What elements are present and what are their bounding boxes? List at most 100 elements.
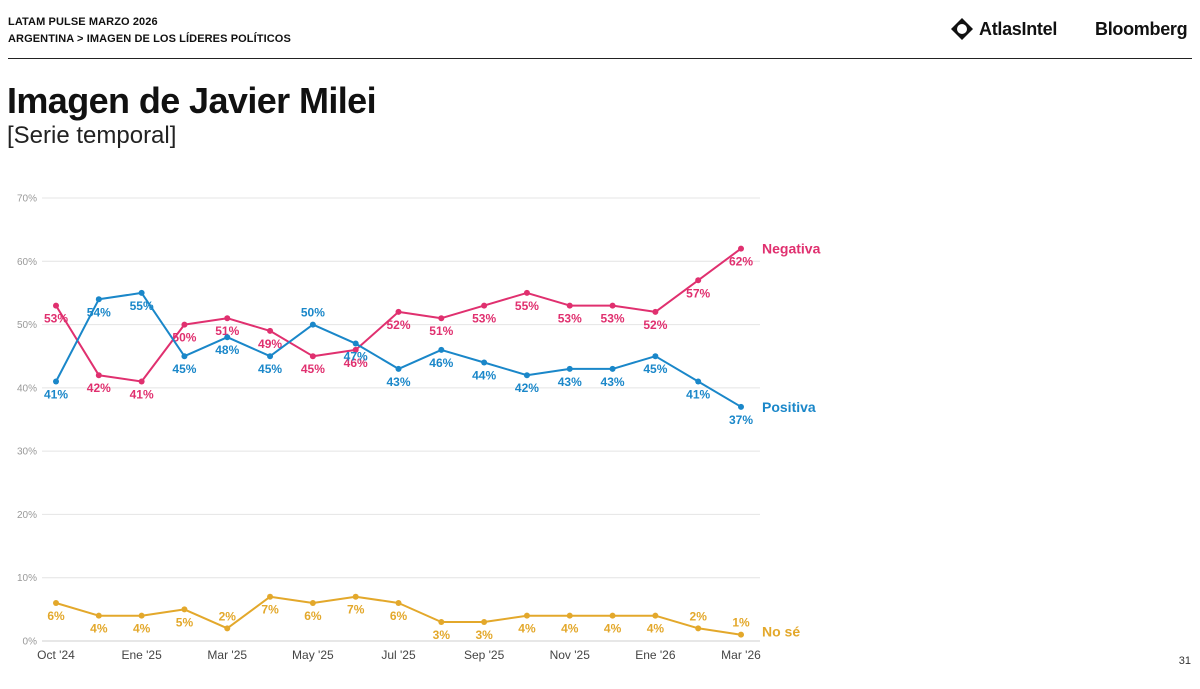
data-label-negativa: 41%: [130, 388, 154, 402]
data-label-nose: 7%: [347, 603, 365, 617]
atlasintel-diamond-icon: [951, 18, 973, 40]
data-label-positiva: 41%: [686, 388, 710, 402]
x-tick-label: Sep '25: [464, 648, 505, 662]
data-point-negativa: [695, 277, 702, 284]
data-label-negativa: 45%: [301, 362, 325, 376]
data-point-nose: [352, 593, 359, 600]
data-label-positiva: 45%: [258, 362, 282, 376]
data-point-negativa: [738, 245, 744, 252]
y-tick-label: 10%: [17, 573, 37, 584]
data-point-nose: [652, 612, 659, 619]
data-point-positiva: [352, 340, 359, 347]
data-point-negativa: [224, 315, 231, 322]
data-label-positiva: 43%: [386, 375, 410, 389]
data-point-nose: [267, 593, 274, 600]
y-tick-label: 50%: [17, 320, 37, 331]
data-label-negativa: 42%: [87, 381, 111, 395]
data-label-negativa: 53%: [44, 312, 68, 326]
data-label-negativa: 52%: [386, 318, 410, 332]
data-label-positiva: 55%: [130, 299, 154, 313]
data-label-negativa: 52%: [643, 318, 667, 332]
x-tick-label: Mar '26: [721, 648, 761, 662]
data-label-nose: 5%: [176, 615, 194, 629]
data-label-positiva: 43%: [601, 375, 625, 389]
data-label-negativa: 55%: [515, 299, 539, 313]
x-tick-label: May '25: [292, 648, 334, 662]
y-tick-label: 60%: [17, 257, 37, 268]
data-point-negativa: [53, 302, 59, 309]
data-point-positiva: [609, 365, 616, 372]
data-point-positiva: [652, 353, 659, 360]
x-tick-label: Oct '24: [37, 648, 75, 662]
data-point-negativa: [395, 308, 402, 315]
data-label-negativa: 50%: [172, 331, 196, 345]
data-label-negativa: 51%: [215, 324, 239, 338]
data-label-nose: 6%: [47, 609, 65, 623]
page-subtitle: [Serie temporal]: [7, 122, 177, 149]
data-label-negativa: 53%: [558, 312, 582, 326]
data-label-nose: 4%: [133, 622, 151, 636]
data-label-positiva: 44%: [472, 369, 496, 383]
y-tick-label: 0%: [23, 637, 38, 648]
data-point-negativa: [609, 302, 616, 309]
data-point-nose: [523, 612, 530, 619]
data-point-negativa: [523, 289, 530, 296]
data-point-positiva: [438, 346, 445, 353]
data-label-positiva: 45%: [643, 362, 667, 376]
data-point-positiva: [138, 289, 145, 296]
data-point-negativa: [309, 353, 316, 360]
data-point-negativa: [267, 327, 274, 334]
data-point-positiva: [738, 403, 744, 410]
data-label-positiva: 43%: [558, 375, 582, 389]
data-label-nose: 6%: [304, 609, 322, 623]
atlasintel-logo: AtlasIntel: [950, 17, 1057, 41]
data-point-nose: [138, 612, 145, 619]
data-point-positiva: [395, 365, 402, 372]
data-point-negativa: [566, 302, 573, 309]
y-tick-label: 30%: [17, 447, 37, 458]
x-tick-label: Mar '25: [207, 648, 247, 662]
data-label-positiva: 54%: [87, 305, 111, 319]
data-label-nose: 3%: [475, 628, 493, 642]
page-number: 31: [1178, 655, 1191, 667]
data-label-nose: 4%: [561, 622, 579, 636]
data-point-positiva: [53, 378, 59, 385]
data-label-negativa: 53%: [601, 312, 625, 326]
data-label-positiva: 42%: [515, 381, 539, 395]
data-point-positiva: [309, 321, 316, 328]
data-label-nose: 4%: [647, 622, 665, 636]
data-point-positiva: [566, 365, 573, 372]
data-point-nose: [566, 612, 573, 619]
series-name-positiva: Positiva: [762, 399, 816, 415]
data-point-negativa: [352, 346, 359, 353]
data-label-nose: 4%: [518, 622, 536, 636]
data-label-nose: 2%: [219, 609, 237, 623]
data-point-nose: [481, 619, 488, 626]
data-label-positiva: 46%: [429, 356, 453, 370]
data-label-nose: 1%: [732, 616, 750, 630]
data-label-nose: 4%: [90, 622, 108, 636]
series-name-nose: No sé: [762, 624, 800, 640]
data-label-nose: 3%: [433, 628, 451, 642]
data-point-negativa: [481, 302, 488, 309]
data-point-nose: [53, 600, 59, 607]
data-point-negativa: [138, 378, 145, 385]
data-point-positiva: [95, 296, 102, 303]
data-label-nose: 7%: [261, 603, 279, 617]
x-tick-label: Jul '25: [381, 648, 416, 662]
data-point-nose: [181, 606, 188, 613]
data-label-positiva: 48%: [215, 343, 239, 357]
x-tick-label: Ene '25: [121, 648, 162, 662]
data-point-nose: [609, 612, 616, 619]
data-point-negativa: [95, 372, 102, 379]
data-label-negativa: 49%: [258, 337, 282, 351]
data-label-positiva: 47%: [344, 350, 368, 364]
data-label-positiva: 37%: [729, 413, 753, 427]
data-label-nose: 4%: [604, 622, 622, 636]
data-label-positiva: 50%: [301, 306, 325, 320]
data-point-nose: [438, 619, 445, 626]
y-tick-label: 40%: [17, 383, 37, 394]
data-point-nose: [95, 612, 102, 619]
y-tick-label: 70%: [17, 194, 37, 205]
